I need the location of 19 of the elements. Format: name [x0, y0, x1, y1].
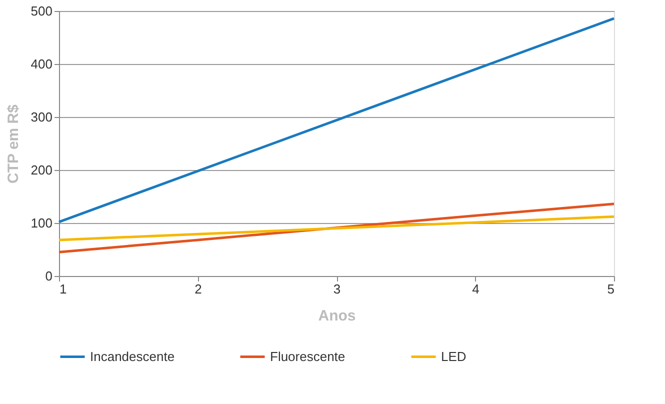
- x-tick-label: 2: [194, 282, 202, 296]
- line-series: [58, 215, 616, 242]
- legend-label: Incandescente: [90, 348, 175, 364]
- x-tick-label: 5: [607, 282, 614, 296]
- x-axis-title: Anos: [318, 308, 356, 324]
- y-axis-title: CTP em R$: [4, 104, 22, 184]
- legend-label: LED: [441, 348, 466, 364]
- line-series: [58, 17, 616, 224]
- x-tick-label: 3: [333, 282, 341, 296]
- y-tick-label: 200: [30, 162, 52, 178]
- line-series: [58, 202, 616, 254]
- x-tick-label: 4: [472, 282, 480, 296]
- y-tick-label: 300: [30, 110, 52, 124]
- y-tick-label: 0: [45, 268, 52, 284]
- x-tick-label: 1: [60, 282, 67, 296]
- y-tick-label: 500: [30, 4, 52, 18]
- legend-label: Fluorescente: [270, 348, 346, 364]
- y-tick-label: 100: [30, 216, 52, 230]
- y-tick-label: 400: [30, 56, 52, 72]
